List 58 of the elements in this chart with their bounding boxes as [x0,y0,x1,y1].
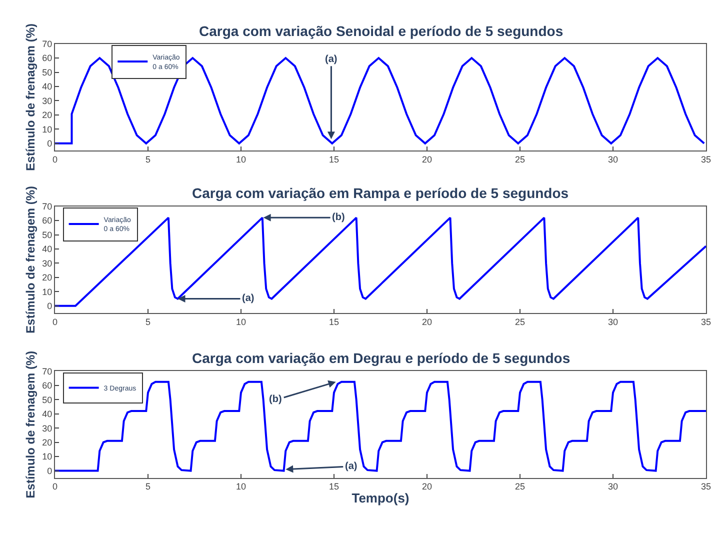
line-series [55,380,706,472]
y-tick-label: 60 [42,380,52,391]
y-tick-label: 0 [47,138,52,149]
annotation: (a) [242,293,254,304]
annotation: (a) [325,54,338,65]
x-tick-label: 10 [236,154,246,164]
y-tick-label: 30 [42,258,52,268]
x-axis-title: Tempo(s) [352,490,410,506]
x-tick-label: 20 [422,482,432,492]
chart-title: Carga com variação Senoidal e período de 5 segundos [199,23,564,39]
x-tick-label: 25 [514,154,526,164]
y-tick-label: 70 [42,38,52,49]
chart-title: Carga com variação em Rampa e período de 5 segundos [192,185,569,201]
x-tick-label: 35 [700,482,712,492]
y-tick-label: 30 [42,423,52,434]
x-tick-label: 30 [608,482,618,492]
y-tick-label: 10 [42,452,52,462]
y-tick-label: 60 [42,216,52,226]
y-tick-label: 70 [42,366,52,376]
x-tick-label: 15 [328,316,340,327]
y-tick-label: 40 [42,82,52,92]
x-tick-label: 5 [145,154,151,164]
y-tick-label: 20 [42,110,52,120]
x-tick-label: 5 [145,316,151,327]
y-tick-label: 20 [42,437,52,448]
x-tick-label: 30 [608,154,618,164]
y-tick-label: 40 [42,409,52,420]
y-tick-label: 10 [42,286,52,297]
y-tick-label: 30 [42,96,52,106]
y-tick-label: 40 [42,244,52,254]
y-tick-label: 50 [42,67,52,78]
chart-title: Carga com variação em Degrau e período de 5 segundos [192,350,570,366]
annotation: (b) [269,394,282,405]
x-tick-label: 15 [328,482,340,492]
y-tick-label: 20 [42,272,52,283]
x-tick-label: 15 [328,154,340,164]
y-axis-title: Estímulo de frenagem (%) [23,350,38,498]
annotation: (a) [345,461,358,472]
y-tick-label: 50 [42,394,52,405]
y-axis-title: Estímulo de frenagem (%) [23,23,38,171]
x-tick-label: 5 [145,482,151,492]
x-tick-label: 20 [422,316,432,327]
y-tick-label: 70 [42,201,52,212]
y-tick-label: 10 [42,124,52,134]
x-tick-label: 35 [700,154,712,164]
x-tick-label: 25 [514,482,526,492]
x-tick-label: 35 [700,316,712,327]
y-tick-label: 60 [42,53,52,64]
y-tick-label: 0 [47,301,52,312]
annotation: (b) [332,212,345,223]
y-tick-label: 50 [42,230,52,240]
y-tick-label: 0 [47,466,52,476]
x-tick-label: 30 [608,316,618,327]
x-tick-label: 10 [236,316,246,327]
y-axis-title: Estímulo de frenagem (%) [23,186,38,334]
x-tick-label: 10 [236,482,246,492]
x-tick-label: 20 [422,154,432,164]
x-tick-label: 25 [514,316,526,327]
